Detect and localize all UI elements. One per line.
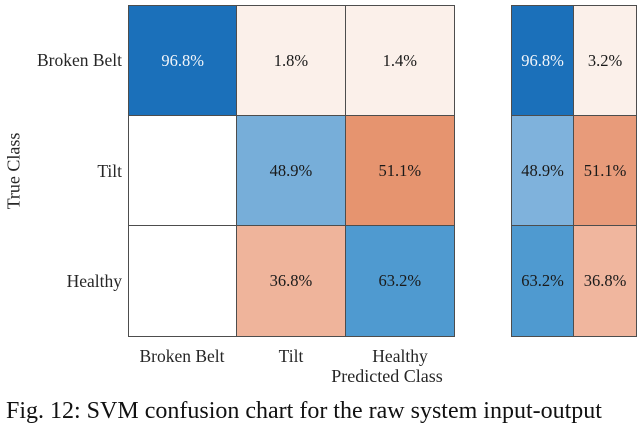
matrix-cell: 63.2% <box>345 226 454 336</box>
x-tick-healthy: Healthy <box>372 346 428 366</box>
y-tick-tilt: Tilt <box>97 161 122 181</box>
x-axis-title: Predicted Class <box>331 366 443 386</box>
matrix-cell <box>129 116 238 226</box>
y-tick-broken-belt: Broken Belt <box>36 50 122 70</box>
matrix-cell: 36.8% <box>237 226 346 336</box>
row-summary-cell: 63.2% <box>512 226 574 336</box>
confusion-matrix: 96.8% 1.8% 1.4% 48.9% 51.1% 36.8% 63.2% <box>128 5 455 337</box>
x-tick-broken-belt: Broken Belt <box>139 346 225 366</box>
figure-caption: Fig. 12: SVM confusion chart for the raw… <box>6 398 602 424</box>
matrix-cell: 48.9% <box>237 116 346 226</box>
matrix-cell <box>129 226 238 336</box>
row-summary-cell: 36.8% <box>574 226 636 336</box>
matrix-cell: 1.8% <box>237 6 346 116</box>
x-tick-tilt: Tilt <box>278 346 304 366</box>
y-tick-healthy: Healthy <box>66 271 122 291</box>
row-summary-cell: 48.9% <box>512 116 574 226</box>
row-summary-cell: 96.8% <box>512 6 574 116</box>
matrix-cell: 96.8% <box>129 6 238 116</box>
matrix-cell: 1.4% <box>345 6 454 116</box>
matrix-cell: 51.1% <box>345 116 454 226</box>
row-summary-cell: 3.2% <box>574 6 636 116</box>
row-summary-cell: 51.1% <box>574 116 636 226</box>
row-summary-panel: 96.8% 3.2% 48.9% 51.1% 63.2% 36.8% <box>511 5 637 337</box>
